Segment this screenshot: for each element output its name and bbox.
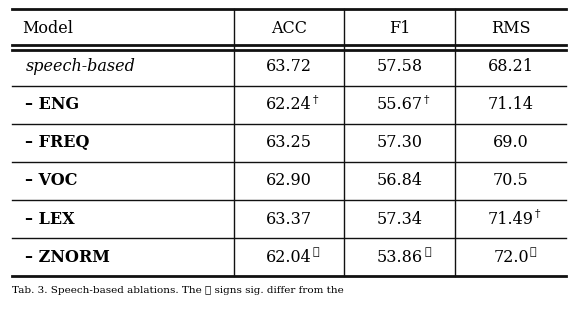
Text: 62.04: 62.04 [266, 249, 312, 266]
Text: 69.0: 69.0 [493, 134, 529, 151]
Text: 57.58: 57.58 [377, 58, 423, 75]
Text: 68.21: 68.21 [488, 58, 534, 75]
Text: 53.86: 53.86 [377, 249, 423, 266]
Text: 56.84: 56.84 [377, 172, 423, 189]
Text: ACC: ACC [271, 20, 307, 37]
Text: 62.24: 62.24 [266, 96, 312, 113]
Text: 63.25: 63.25 [266, 134, 312, 151]
Text: ⋆: ⋆ [530, 247, 536, 257]
Text: speech-based: speech-based [25, 58, 135, 75]
Text: 55.67: 55.67 [377, 96, 423, 113]
Text: F1: F1 [390, 20, 410, 37]
Text: 71.49: 71.49 [488, 211, 534, 228]
Text: ⋆: ⋆ [424, 247, 431, 257]
Text: 57.30: 57.30 [377, 134, 423, 151]
Text: – VOC: – VOC [25, 172, 78, 189]
Text: 70.5: 70.5 [493, 172, 529, 189]
Text: Model: Model [23, 20, 73, 37]
Text: ⋆: ⋆ [313, 247, 320, 257]
Text: 63.72: 63.72 [266, 58, 312, 75]
Text: 71.14: 71.14 [488, 96, 534, 113]
Text: – ZNORM: – ZNORM [25, 249, 110, 266]
Text: – FREQ: – FREQ [25, 134, 90, 151]
Text: 62.90: 62.90 [266, 172, 312, 189]
Text: – LEX: – LEX [25, 211, 75, 228]
Text: RMS: RMS [491, 20, 531, 37]
Text: Tab. 3. Speech-based ablations. The ⋆ signs sig. differ from the: Tab. 3. Speech-based ablations. The ⋆ si… [12, 286, 343, 295]
Text: †: † [424, 95, 429, 105]
Text: †: † [313, 95, 318, 105]
Text: 63.37: 63.37 [266, 211, 312, 228]
Text: 57.34: 57.34 [377, 211, 423, 228]
Text: 72.0: 72.0 [493, 249, 529, 266]
Text: †: † [535, 209, 540, 219]
Text: – ENG: – ENG [25, 96, 80, 113]
